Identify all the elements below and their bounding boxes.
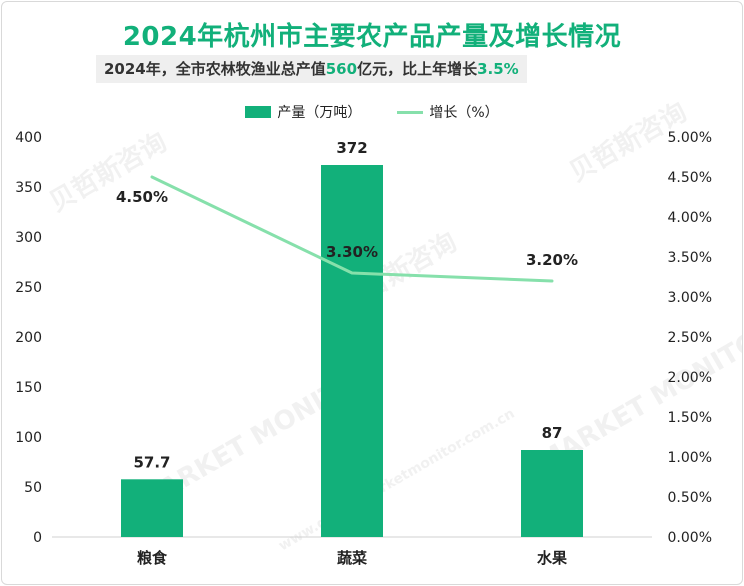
legend-item-growth[interactable]: 增长（%） [397,102,499,122]
x-category-label: 水果 [537,549,568,567]
chart-legend: 产量（万吨） 增长（%） [2,102,742,122]
subtitle-mid: 亿元，比上年增长 [357,60,478,78]
y-right-tick-label: 3.00% [668,290,712,306]
legend-line-swatch [397,110,424,114]
bar-value-label: 87 [542,424,563,442]
x-category-label: 蔬菜 [337,549,367,567]
legend-label-production: 产量（万吨） [277,105,362,121]
growth-value-label: 3.30% [326,243,378,261]
y-left-tick-label: 250 [15,280,42,296]
legend-label-growth: 增长（%） [429,105,499,121]
bar-2 [321,165,383,537]
y-right-tick-label: 3.50% [668,250,712,266]
chart-title: 2024年杭州市主要农产品产量及增长情况 [122,22,622,52]
growth-point [351,272,353,274]
chart-subtitle: 2024年，全市农林牧渔业总产值560亿元，比上年增长3.5% [96,55,527,83]
growth-point [551,280,553,282]
growth-value-label: 4.50% [116,188,168,206]
y-right-tick-label: 2.00% [668,370,712,386]
y-left-tick-label: 50 [24,480,42,496]
y-left-tick-label: 350 [15,180,42,196]
y-left-tick-label: 300 [15,230,42,246]
y-left-tick-label: 100 [15,430,42,446]
bar-value-label: 57.7 [133,453,170,471]
subtitle-prefix: 2024年，全市农林牧渔业总产值 [104,60,326,78]
y-right-tick-label: 4.00% [668,210,712,226]
y-right-tick-label: 1.50% [668,410,712,426]
y-right-tick-label: 2.50% [668,330,712,346]
bar-1 [121,479,183,537]
y-right-tick-label: 0.50% [668,490,712,506]
y-left-tick-label: 150 [15,380,42,396]
subtitle-growth-value: 3.5% [477,60,519,78]
legend-bar-swatch [245,106,272,118]
bar-value-label: 372 [336,139,367,157]
legend-item-production[interactable]: 产量（万吨） [245,102,361,122]
y-right-tick-label: 0.00% [668,530,712,546]
x-category-label: 粮食 [137,549,168,567]
y-right-tick-label: 1.00% [668,450,712,466]
y-left-tick-label: 200 [15,330,42,346]
y-left-tick-label: 400 [15,130,42,146]
y-right-tick-label: 4.50% [668,170,712,186]
subtitle-output-value: 560 [325,60,358,78]
bar-3 [521,450,583,537]
y-right-tick-label: 5.00% [668,130,712,146]
growth-point [151,176,153,178]
growth-value-label: 3.20% [526,251,578,269]
y-left-tick-label: 0 [33,530,42,546]
